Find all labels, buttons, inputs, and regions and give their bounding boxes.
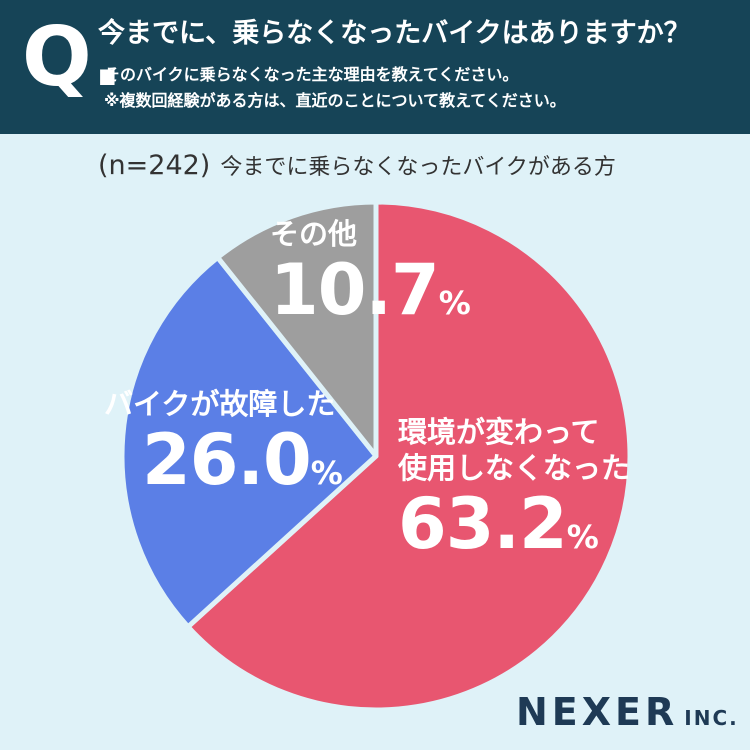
sample-description: 今までに乗らなくなったバイクがある方 bbox=[220, 155, 616, 180]
slice-value-breakdown-unit: % bbox=[310, 454, 343, 492]
slice-value-other-unit: % bbox=[438, 284, 471, 322]
slice-name-other: その他 bbox=[270, 217, 358, 251]
sample-info: (n=242) 今までに乗らなくなったバイクがある方 bbox=[98, 150, 616, 184]
slice-value-other-number: 10.7 bbox=[270, 249, 440, 331]
question-header: Q. 今までに、乗らなくなったバイクはありますか？ そのバイクに乗らなくなった主… bbox=[0, 0, 750, 134]
question-mark: Q. bbox=[22, 10, 123, 105]
question-subtitle-2: ※複数回経験がある方は、直近のことについて教えてください。 bbox=[104, 91, 566, 110]
slice-value-breakdown: 26.0% bbox=[142, 422, 343, 511]
slice-value-environment: 63.2% bbox=[398, 486, 630, 575]
slice-other bbox=[215, 199, 379, 459]
slice-label-other: その他 10.7% bbox=[270, 216, 471, 341]
slice-environment bbox=[185, 199, 633, 713]
slice-breakdown bbox=[119, 254, 379, 630]
slice-value-other: 10.7% bbox=[270, 252, 471, 341]
slice-name-breakdown: バイクが故障した bbox=[104, 387, 336, 421]
slice-label-environment: 環境が変わって 使用しなくなった 63.2% bbox=[398, 414, 630, 575]
slice-value-environment-unit: % bbox=[566, 518, 599, 556]
slice-value-environment-number: 63.2 bbox=[398, 483, 568, 565]
brand-suffix: INC. bbox=[684, 706, 739, 730]
nexer-logo: NEXER INC. bbox=[516, 690, 739, 734]
slice-name-environment-line1: 環境が変わって bbox=[398, 415, 600, 449]
question-subtitle-1: そのバイクに乗らなくなった主な理由を教えてください。 bbox=[104, 65, 519, 84]
brand-name: NEXER bbox=[516, 690, 679, 734]
slice-label-breakdown: バイクが故障した 26.0% bbox=[104, 386, 343, 511]
sample-size: (n=242) bbox=[98, 150, 211, 181]
question-title: 今までに、乗らなくなったバイクはありますか？ bbox=[98, 18, 691, 49]
slice-value-breakdown-number: 26.0 bbox=[142, 419, 312, 501]
slice-name-environment-line2: 使用しなくなった bbox=[398, 451, 631, 485]
